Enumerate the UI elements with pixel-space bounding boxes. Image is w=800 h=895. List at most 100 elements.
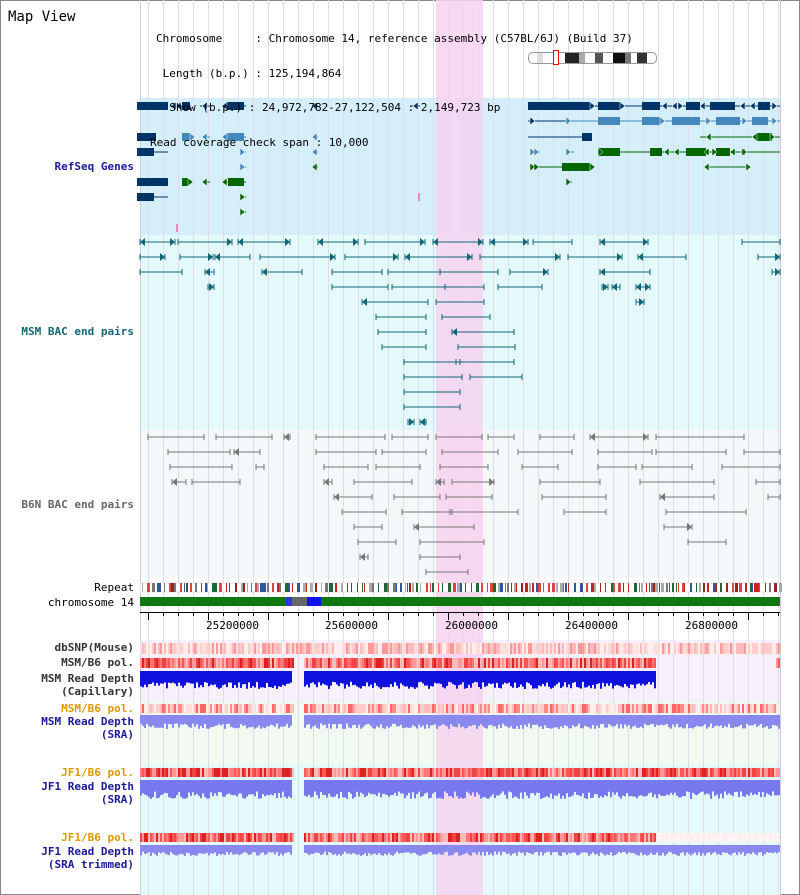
read-depth-bin: [212, 780, 214, 797]
polymorphism-bin: [310, 833, 312, 842]
polymorphism-bin: [478, 658, 480, 668]
read-depth-bin: [152, 780, 154, 798]
polymorphism-bin: [178, 643, 180, 654]
polymorphism-bin: [776, 658, 778, 668]
read-depth-bin: [216, 715, 218, 726]
read-depth-bin: [642, 780, 644, 797]
read-depth-bin: [774, 715, 776, 726]
read-depth-bin: [682, 780, 684, 796]
polymorphism-bin: [376, 643, 378, 654]
polymorphism-bin: [196, 704, 198, 713]
read-depth-bin: [442, 845, 444, 855]
polymorphism-bin: [206, 704, 208, 713]
repeat-element: [750, 583, 752, 592]
read-depth-bin: [328, 671, 330, 689]
repeat-element: [641, 583, 643, 592]
polymorphism-bin: [212, 643, 214, 654]
label-refseq-genes: RefSeq Genes: [54, 160, 134, 173]
polymorphism-bin: [274, 833, 276, 842]
polymorphism-bin: [488, 658, 490, 668]
polymorphism-bin: [302, 643, 304, 654]
read-depth-bin: [660, 780, 662, 796]
polymorphism-bin: [386, 833, 388, 842]
read-depth-bin: [272, 671, 274, 688]
polymorphism-bin: [606, 833, 608, 842]
polymorphism-bin: [590, 704, 592, 713]
read-depth-bin: [388, 671, 390, 688]
repeat-element: [529, 583, 531, 592]
repeat-element: [471, 583, 472, 592]
refseq-strand-arrow: [201, 177, 208, 187]
read-depth-bin: [318, 845, 320, 854]
read-depth-bin: [366, 671, 368, 683]
polymorphism-bin: [390, 704, 392, 713]
read-depth-bin: [368, 715, 370, 725]
repeat-element: [341, 583, 343, 592]
repeat-element: [315, 583, 317, 592]
read-depth-bin: [356, 715, 358, 728]
read-depth-bin: [184, 845, 186, 856]
polymorphism-bin: [660, 704, 662, 713]
polymorphism-bin: [484, 768, 486, 777]
read-depth-bin: [528, 780, 530, 799]
read-depth-bin: [274, 715, 276, 727]
read-depth-bin: [692, 845, 694, 854]
read-depth-bin: [496, 715, 498, 729]
read-depth-bin: [202, 780, 204, 794]
polymorphism-bin: [316, 768, 318, 777]
polymorphism-bin: [400, 833, 402, 842]
polymorphism-bin: [182, 704, 184, 713]
polymorphism-bin: [168, 833, 170, 842]
polymorphism-bin: [194, 704, 196, 713]
polymorphism-bin: [438, 658, 440, 668]
read-depth-bin: [640, 845, 642, 853]
read-depth-bin: [386, 780, 388, 795]
polymorphism-bin: [372, 658, 374, 668]
polymorphism-bin: [522, 768, 524, 777]
chromosome-ideogram[interactable]: [528, 52, 657, 64]
polymorphism-bin: [146, 768, 148, 777]
read-depth-bin: [532, 780, 534, 793]
label-msm-depth-sra-2: (SRA): [100, 728, 134, 741]
read-depth-bin: [212, 715, 214, 727]
read-depth-bin: [346, 715, 348, 724]
polymorphism-bin: [580, 658, 582, 668]
refseq-strand-arrow: [739, 101, 746, 111]
repeat-element: [594, 583, 596, 592]
read-depth-bin: [460, 780, 462, 798]
read-depth-bin: [440, 780, 442, 799]
polymorphism-bin: [562, 704, 564, 713]
polymorphism-bin: [524, 658, 526, 668]
polymorphism-bin: [360, 768, 362, 777]
read-depth-bin: [432, 715, 434, 726]
polymorphism-bin: [342, 833, 344, 842]
polymorphism-bin: [714, 704, 716, 713]
read-depth-bin: [650, 845, 652, 853]
read-depth-bin: [398, 715, 400, 727]
polymorphism-bin: [554, 658, 556, 668]
polymorphism-bin: [674, 833, 676, 842]
polymorphism-bin: [598, 704, 600, 713]
polymorphism-bin: [528, 833, 530, 842]
read-depth-bin: [436, 845, 438, 855]
polymorphism-bin: [424, 658, 426, 668]
polymorphism-bin: [260, 658, 262, 668]
bac-end-arrow: [414, 523, 419, 531]
polymorphism-bin: [456, 658, 458, 668]
repeat-element: [490, 583, 493, 592]
polymorphism-bin: [492, 833, 494, 842]
read-depth-bin: [576, 715, 578, 727]
read-depth-bin: [554, 780, 556, 796]
polymorphism-bin: [490, 833, 492, 842]
read-depth-bin: [416, 780, 418, 795]
read-depth-bin: [648, 780, 650, 794]
repeat-element: [430, 583, 431, 592]
polymorphism-bin: [644, 643, 646, 654]
read-depth-bin: [148, 671, 150, 685]
read-depth-bin: [236, 845, 238, 854]
polymorphism-bin: [708, 833, 710, 842]
read-depth-bin: [740, 715, 742, 725]
read-depth-bin: [188, 671, 190, 683]
read-depth-bin: [462, 780, 464, 799]
